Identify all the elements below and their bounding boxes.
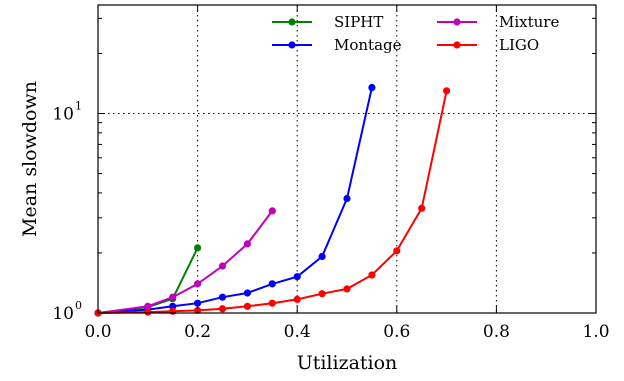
legend-label-ligo: LIGO [499, 36, 539, 54]
legend-item-mixture: Mixture [437, 13, 559, 31]
y-tick-label-exponent: 1 [75, 100, 82, 113]
series-line-mixture [97, 210, 274, 314]
data-point-ligo [169, 307, 177, 315]
data-point-ligo [318, 290, 326, 298]
data-point-sipht [194, 244, 202, 252]
legend-item-sipht: SIPHT [272, 13, 383, 31]
data-point-ligo [418, 204, 426, 212]
legend-marker-mixture [453, 18, 461, 26]
data-point-ligo [243, 302, 251, 310]
legend-label-montage: Montage [334, 36, 402, 54]
data-point-ligo [443, 87, 451, 95]
data-point-ligo [293, 295, 301, 303]
x-axis-label: Utilization [297, 352, 398, 374]
data-point-ligo [144, 308, 152, 316]
data-point-ligo [393, 247, 401, 255]
data-point-montage [368, 83, 376, 92]
legend-marker-montage [288, 41, 296, 49]
data-point-mixture [218, 262, 227, 270]
data-point-ligo [368, 271, 376, 279]
data-point-montage [243, 289, 251, 297]
series-layer [94, 83, 451, 317]
data-point-mixture [268, 207, 276, 215]
grid-lines [98, 5, 596, 313]
y-tick-label: 10 [52, 105, 74, 125]
x-tick-label: 0.8 [483, 322, 510, 342]
legend-item-ligo: LIGO [437, 36, 539, 54]
legend-item-montage: Montage [272, 36, 402, 54]
y-axis-label: Mean slowdown [19, 81, 41, 237]
x-tick-label: 0.4 [284, 322, 311, 342]
x-tick-label: 0.2 [184, 322, 211, 342]
y-tick-label: 10 [52, 304, 74, 324]
data-point-montage [318, 252, 326, 261]
data-point-ligo [268, 299, 276, 307]
plot-frame [97, 4, 597, 314]
data-point-montage [169, 302, 177, 310]
legend-marker-sipht [288, 18, 296, 26]
data-point-ligo [218, 305, 227, 313]
data-point-ligo [343, 285, 351, 293]
data-point-mixture [243, 240, 251, 248]
series-mixture [94, 207, 276, 317]
x-tick-label: 1.0 [582, 322, 609, 342]
legend-label-mixture: Mixture [499, 13, 559, 31]
x-tick-label: 0.0 [84, 322, 111, 342]
data-point-montage [218, 293, 227, 301]
data-point-montage [343, 194, 351, 203]
data-point-montage [293, 273, 301, 281]
data-point-montage [194, 299, 202, 307]
series-montage [94, 83, 376, 317]
data-point-montage [268, 280, 276, 288]
legend-marker-ligo [453, 41, 461, 49]
series-line-ligo [97, 90, 448, 314]
legend-label-sipht: SIPHT [334, 13, 383, 31]
data-point-mixture [169, 293, 177, 301]
data-point-mixture [144, 302, 152, 310]
series-line-montage [97, 87, 373, 314]
data-point-mixture [194, 280, 202, 288]
x-tick-label: 0.6 [383, 322, 410, 342]
y-tick-label-exponent: 0 [75, 299, 82, 312]
legend: SIPHT Montage Mixture LIGO [272, 13, 559, 54]
